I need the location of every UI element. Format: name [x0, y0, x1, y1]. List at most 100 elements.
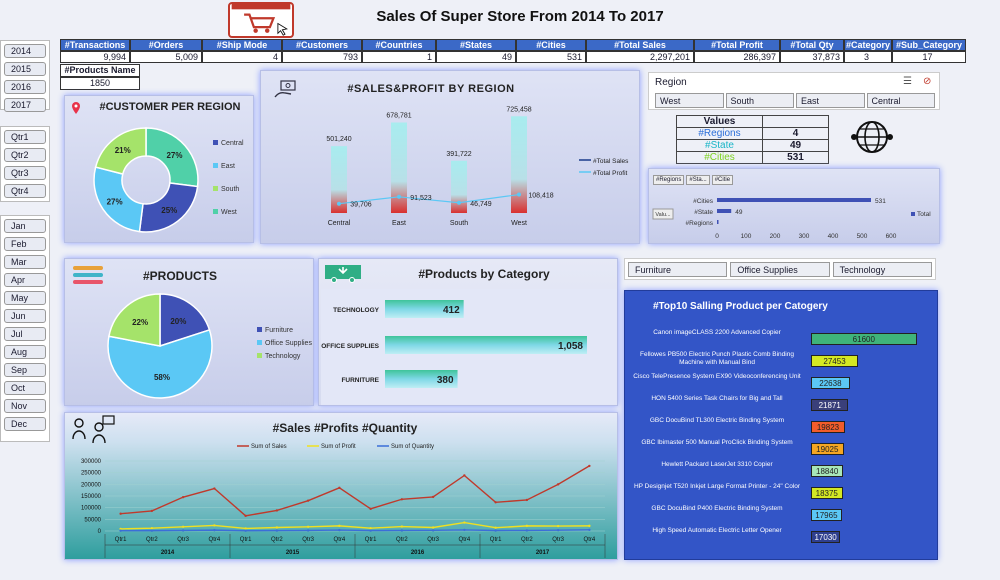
- top10-product-label: HP Designjet T520 Inkjet Large Format Pr…: [633, 483, 801, 490]
- customer-region-legend-item: West: [213, 209, 244, 216]
- kpi-header: #States: [436, 39, 516, 51]
- kpi-header: #Orders: [130, 39, 202, 51]
- quarter-slicer-item[interactable]: Qtr1: [4, 130, 46, 144]
- trend-year-label: 2014: [161, 550, 175, 556]
- profit-data-label: 108,418: [528, 193, 553, 200]
- legend-profit-label: #Total Profit: [593, 170, 628, 177]
- top10-bar: 18840: [811, 465, 844, 477]
- kpi-value: 9,994: [60, 51, 130, 63]
- small-chart-legend-label: Total: [917, 211, 931, 218]
- small-chart-tab[interactable]: #Regions: [653, 175, 685, 185]
- multi-select-icon[interactable]: ☰: [903, 76, 912, 87]
- kpi-header: #Total Profit: [694, 39, 780, 51]
- trend-point: [525, 524, 529, 528]
- values-table: Values #Regions 4 #State 49 #Cities 531: [676, 115, 829, 164]
- truck-icon: [325, 265, 361, 283]
- trend-point: [525, 529, 529, 532]
- small-chart-value: 531: [875, 198, 886, 205]
- month-slicer-item[interactable]: Sep: [4, 363, 46, 377]
- trend-point: [244, 514, 247, 518]
- kpi-value: 37,873: [780, 51, 844, 63]
- kpi-header: #Ship Mode: [202, 39, 282, 51]
- quarter-slicer-item[interactable]: Qtr3: [4, 166, 46, 180]
- cities-states-panel: #Regions #Sta... #Citie #Cities 531 #State 49…: [648, 168, 940, 244]
- year-slicer-item[interactable]: 2017: [4, 98, 46, 112]
- trend-point: [463, 521, 466, 524]
- year-slicer-item[interactable]: 2016: [4, 80, 46, 94]
- people-chat-icon: [71, 415, 115, 445]
- category-bar: [385, 370, 458, 388]
- trend-point: [213, 487, 216, 490]
- top10-bar: 17965: [811, 509, 842, 521]
- top10-bar: 61600: [811, 333, 917, 345]
- products-slice: [159, 293, 211, 348]
- top10-bar: 21871: [811, 399, 849, 411]
- kpi-value: 531: [516, 51, 586, 63]
- trend-line-0: [120, 465, 590, 517]
- trend-point: [588, 524, 591, 528]
- top10-product-label: Canon imageCLASS 2200 Advanced Copier: [653, 329, 781, 336]
- month-slicer-item[interactable]: Jan: [4, 219, 46, 233]
- trend-point: [181, 525, 185, 528]
- small-chart-tab[interactable]: #Citie: [711, 175, 734, 185]
- month-slicer-item[interactable]: Jul: [4, 327, 46, 341]
- small-chart-bar: [717, 209, 732, 213]
- region-tick-label: Central: [328, 220, 351, 227]
- trend-point: [244, 527, 247, 530]
- month-slicer-item[interactable]: Dec: [4, 417, 46, 431]
- products-legend: Furniture Office Supplies Technology: [257, 327, 312, 366]
- legend-sales-label: #Total Sales: [593, 158, 629, 165]
- customer-region-legend-swatch: [213, 209, 218, 214]
- trend-x-tick: Qtr1: [115, 537, 127, 543]
- year-slicer-item[interactable]: 2014: [4, 44, 46, 58]
- small-chart-bar: [717, 198, 871, 202]
- trend-y-tick: 150000: [81, 494, 102, 500]
- month-slicer-item[interactable]: Apr: [4, 273, 46, 287]
- top10-product-label: GBC DocuBind P400 Electric Binding Syste…: [651, 505, 783, 512]
- customer-region-slice: [94, 127, 147, 175]
- month-slicer-item[interactable]: Jun: [4, 309, 46, 323]
- sales-trend-panel: #Sales #Profits #Quantity 0 50000 100000 15…: [64, 412, 618, 560]
- trend-x-tick: Qtr2: [396, 537, 408, 543]
- clear-filter-icon[interactable]: ⊘: [923, 76, 932, 87]
- trend-y-tick: 250000: [81, 471, 102, 477]
- month-slicer-item[interactable]: Mar: [4, 255, 46, 269]
- top10-title: #Top10 Salling Product per Catogery: [653, 301, 828, 312]
- category-button[interactable]: Furniture: [628, 262, 728, 277]
- trend-point: [588, 464, 591, 468]
- trend-x-tick: Qtr4: [459, 537, 471, 543]
- values-value: 4: [762, 127, 829, 140]
- category-button[interactable]: Technology: [832, 262, 932, 277]
- top10-bar: 27453: [811, 355, 859, 367]
- year-slicer-item[interactable]: 2015: [4, 62, 46, 76]
- region-item[interactable]: Central: [866, 93, 935, 108]
- trend-point: [338, 486, 341, 490]
- trend-point: [213, 528, 216, 532]
- top10-product-label: Cisco TelePresence System EX90 Videoconf…: [633, 373, 801, 380]
- month-slicer-item[interactable]: Oct: [4, 381, 46, 395]
- month-slicer-item[interactable]: Aug: [4, 345, 46, 359]
- trend-point: [275, 509, 279, 512]
- profit-data-label: 46,749: [470, 201, 492, 208]
- trend-point: [431, 526, 435, 529]
- customer-region-legend-item: East: [213, 163, 244, 170]
- month-slicer-item[interactable]: Feb: [4, 237, 46, 251]
- region-item[interactable]: East: [796, 93, 865, 108]
- customer-region-slice: [93, 166, 144, 233]
- values-tab[interactable]: [652, 208, 674, 220]
- quarter-slicer-item[interactable]: Qtr4: [4, 184, 46, 198]
- trend-legend-label: Sum of Sales: [251, 444, 287, 450]
- small-chart-tab[interactable]: #Sta...: [686, 175, 710, 185]
- region-item[interactable]: West: [655, 93, 724, 108]
- trend-x-tick: Qtr3: [302, 537, 314, 543]
- trend-year-label: 2017: [536, 550, 550, 556]
- region-item[interactable]: South: [725, 93, 794, 108]
- customer-region-slice-label: 21%: [115, 146, 131, 155]
- small-chart-legend-swatch: [911, 212, 915, 216]
- month-slicer-item[interactable]: Nov: [4, 399, 46, 413]
- sales-bar: [391, 122, 407, 213]
- month-slicer-item[interactable]: May: [4, 291, 46, 305]
- quarter-slicer-item[interactable]: Qtr2: [4, 148, 46, 162]
- trend-x-tick: Qtr1: [240, 537, 252, 543]
- category-button[interactable]: Office Supplies: [730, 262, 830, 277]
